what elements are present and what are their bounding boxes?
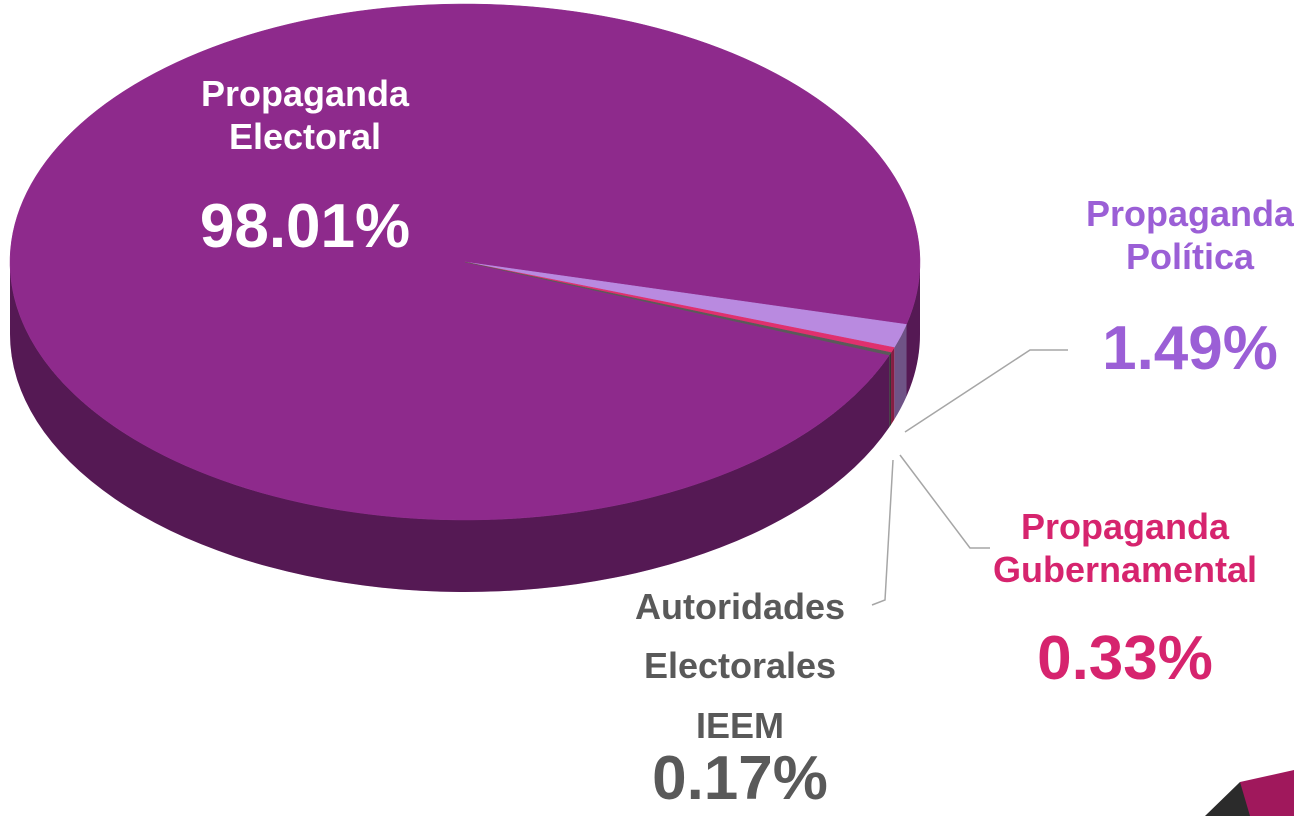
value-label: 0.17% [652, 744, 828, 813]
pie-slice [464, 261, 892, 356]
pie-side [906, 262, 920, 397]
leader-line [871, 459, 894, 606]
pie-side-shade [10, 262, 890, 592]
leader-line [899, 454, 990, 549]
category-label: Propaganda Política [1085, 193, 1294, 278]
pie-side-shade [891, 347, 895, 425]
pie-sides [10, 262, 920, 592]
category-label: Autoridades Electorales IEEM [634, 586, 846, 746]
pie-side [10, 262, 890, 592]
pie-side-shade [894, 324, 907, 420]
corner-decoration [1240, 770, 1294, 816]
value-label: 0.33% [1037, 624, 1213, 693]
pie-side [891, 347, 895, 425]
leader-line [904, 349, 1068, 433]
category-label: Propaganda Electoral [200, 73, 410, 158]
category-label: Propaganda Gubernamental [992, 506, 1258, 591]
value-label: 98.01% [199, 192, 411, 261]
pie-side-shade [906, 262, 920, 397]
pie-side-shade [889, 352, 892, 428]
value-label: 1.49% [1102, 314, 1278, 383]
pie-tops [9, 3, 921, 521]
pie-side [894, 324, 907, 420]
pie-side [889, 352, 892, 428]
